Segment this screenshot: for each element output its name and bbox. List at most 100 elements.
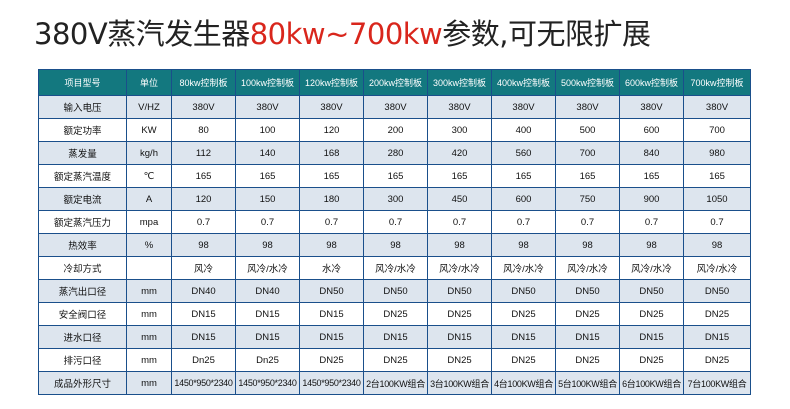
value-cell: DN50 — [427, 279, 492, 303]
value-cell: 98 — [363, 233, 428, 257]
value-cell: DN25 — [619, 302, 684, 326]
value-cell: 300 — [427, 118, 492, 142]
value-cell: 100 — [235, 118, 300, 142]
value-cell: DN15 — [363, 325, 428, 349]
value-cell: 165 — [619, 164, 684, 188]
value-cell: 98 — [299, 233, 364, 257]
column-header: 600kw控制板 — [619, 69, 684, 96]
row-label: 输入电压 — [38, 95, 127, 119]
row-label: 额定功率 — [38, 118, 127, 142]
page-title: 380V蒸汽发生器80kw~700kw参数,可无限扩展 — [34, 12, 651, 56]
unit-cell: KW — [126, 118, 172, 142]
value-cell: 0.7 — [235, 210, 300, 234]
column-header: 120kw控制板 — [299, 69, 364, 96]
value-cell: 700 — [555, 141, 620, 165]
value-cell: 140 — [235, 141, 300, 165]
table-row: 额定功率 KW 80 100 120 200 300 400 500 600 700 — [38, 118, 751, 142]
value-cell: 112 — [171, 141, 236, 165]
value-cell: DN15 — [427, 325, 492, 349]
value-cell: 风冷/水冷 — [619, 256, 684, 280]
value-cell: 840 — [619, 141, 684, 165]
title-suffix: 参数,可无限扩展 — [442, 17, 651, 51]
table-row: 成品外形尺寸 mm 1450*950*2340 1450*950*2340 1450*9… — [38, 371, 751, 395]
value-cell: 0.7 — [683, 210, 751, 234]
unit-cell: mm — [126, 279, 172, 303]
column-header: 100kw控制板 — [235, 69, 300, 96]
column-header: 200kw控制板 — [363, 69, 428, 96]
value-cell: 0.7 — [555, 210, 620, 234]
value-cell: 200 — [363, 118, 428, 142]
value-cell: DN40 — [171, 279, 236, 303]
value-cell: DN15 — [683, 325, 751, 349]
value-cell: 750 — [555, 187, 620, 211]
value-cell: 380V — [299, 95, 364, 119]
value-cell: DN15 — [235, 325, 300, 349]
row-label: 成品外形尺寸 — [38, 371, 127, 395]
table-header-row: 项目型号 单位 80kw控制板 100kw控制板 120kw控制板 200kw控制板 300… — [38, 69, 751, 96]
value-cell: 280 — [363, 141, 428, 165]
value-cell: 560 — [491, 141, 556, 165]
value-cell: 150 — [235, 187, 300, 211]
value-cell: 80 — [171, 118, 236, 142]
unit-cell: A — [126, 187, 172, 211]
value-cell: 165 — [427, 164, 492, 188]
value-cell: DN25 — [619, 348, 684, 372]
unit-cell — [126, 256, 172, 280]
value-cell: DN25 — [427, 302, 492, 326]
value-cell: 380V — [683, 95, 751, 119]
table-row: 输入电压 V/HZ 380V 380V 380V 380V 380V 380V 380V 380V… — [38, 95, 751, 119]
value-cell: 420 — [427, 141, 492, 165]
value-cell: DN50 — [299, 279, 364, 303]
table-body: 输入电压 V/HZ 380V 380V 380V 380V 380V 380V 380V 380V… — [38, 95, 751, 395]
value-cell: DN25 — [491, 348, 556, 372]
value-cell: 380V — [171, 95, 236, 119]
title-highlight: 80kw~700kw — [249, 17, 443, 51]
unit-cell: ℃ — [126, 164, 172, 188]
row-label: 蒸发量 — [38, 141, 127, 165]
value-cell: 0.7 — [299, 210, 364, 234]
title-prefix: 380V蒸汽发生器 — [34, 17, 250, 51]
value-cell: 98 — [619, 233, 684, 257]
value-cell: 380V — [619, 95, 684, 119]
value-cell: 风冷/水冷 — [491, 256, 556, 280]
value-cell: 7台100KW组合 — [683, 371, 751, 395]
value-cell: 3台100KW组合 — [427, 371, 492, 395]
value-cell: DN25 — [363, 302, 428, 326]
value-cell: 0.7 — [491, 210, 556, 234]
value-cell: 98 — [683, 233, 751, 257]
value-cell: 4台100KW组合 — [491, 371, 556, 395]
value-cell: DN15 — [299, 302, 364, 326]
row-label: 进水口径 — [38, 325, 127, 349]
table-row: 冷却方式 风冷 风冷/水冷 水冷 风冷/水冷 风冷/水冷 风冷/水冷 风冷/水冷 风冷/水冷 风冷… — [38, 256, 751, 280]
value-cell: 98 — [427, 233, 492, 257]
unit-cell: mm — [126, 302, 172, 326]
value-cell: 165 — [171, 164, 236, 188]
value-cell: 900 — [619, 187, 684, 211]
value-cell: 6台100KW组合 — [619, 371, 684, 395]
value-cell: 1050 — [683, 187, 751, 211]
value-cell: 600 — [491, 187, 556, 211]
value-cell: Dn25 — [235, 348, 300, 372]
value-cell: 120 — [299, 118, 364, 142]
table-row: 蒸汽出口径 mm DN40 DN40 DN50 DN50 DN50 DN50 DN50 DN50 D… — [38, 279, 751, 303]
value-cell: DN15 — [555, 325, 620, 349]
value-cell: 400 — [491, 118, 556, 142]
value-cell: 2台100KW组合 — [363, 371, 428, 395]
value-cell: DN25 — [555, 348, 620, 372]
value-cell: 168 — [299, 141, 364, 165]
value-cell: DN15 — [299, 325, 364, 349]
value-cell: 165 — [363, 164, 428, 188]
value-cell: Dn25 — [171, 348, 236, 372]
value-cell: DN50 — [491, 279, 556, 303]
column-header: 单位 — [126, 69, 172, 96]
row-label: 冷却方式 — [38, 256, 127, 280]
value-cell: 1450*950*2340 — [299, 371, 364, 395]
value-cell: DN25 — [683, 302, 751, 326]
value-cell: 380V — [363, 95, 428, 119]
value-cell: 0.7 — [363, 210, 428, 234]
value-cell: DN25 — [491, 302, 556, 326]
value-cell: 风冷/水冷 — [683, 256, 751, 280]
value-cell: 165 — [235, 164, 300, 188]
value-cell: DN50 — [619, 279, 684, 303]
column-header: 300kw控制板 — [427, 69, 492, 96]
